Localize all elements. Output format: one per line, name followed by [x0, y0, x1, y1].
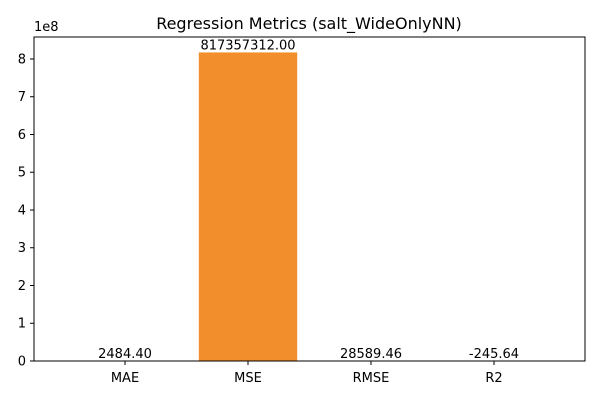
y-tick-label: 8	[18, 52, 26, 67]
y-tick-label: 1	[18, 317, 26, 332]
y-tick-label: 2	[18, 279, 26, 294]
plot-frame	[34, 37, 585, 361]
y-axis-scale-label: 1e8	[34, 20, 59, 35]
bar-mse	[199, 52, 297, 361]
x-tick-label-rmse: RMSE	[353, 371, 390, 386]
axes-layer: 0 1 2 3 4 5 6 7 8 MAE MSE RMSE R2	[18, 37, 585, 386]
data-label-r2: -245.64	[469, 347, 519, 362]
x-tick-label-mse: MSE	[234, 371, 262, 386]
data-label-mse: 817357312.00	[200, 38, 295, 53]
x-tick-label-r2: R2	[485, 371, 502, 386]
y-tick-label: 0	[18, 355, 26, 370]
y-tick-label: 4	[18, 203, 26, 218]
data-label-mae: 2484.40	[98, 347, 152, 362]
y-tick-label: 3	[18, 241, 26, 256]
bars-layer	[76, 52, 543, 361]
y-tick-label: 5	[18, 166, 26, 181]
data-labels-layer: 2484.40 817357312.00 28589.46 -245.64	[98, 38, 519, 362]
y-tick-label: 6	[18, 128, 26, 143]
data-label-rmse: 28589.46	[340, 347, 402, 362]
y-tick-label: 7	[18, 90, 26, 105]
chart-title: Regression Metrics (salt_WideOnlyNN)	[156, 14, 462, 34]
x-tick-label-mae: MAE	[111, 371, 139, 386]
